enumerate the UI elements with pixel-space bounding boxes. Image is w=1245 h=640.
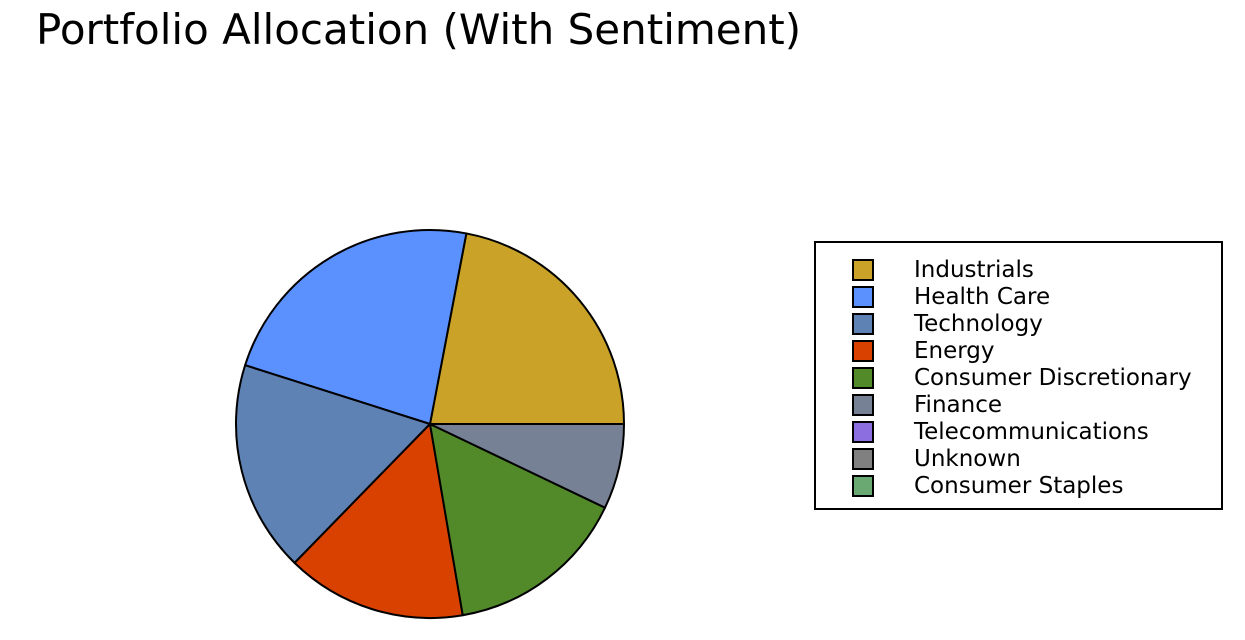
legend-label: Energy (914, 338, 995, 364)
legend-swatch (852, 259, 874, 281)
legend-label: Unknown (914, 446, 1021, 472)
legend-swatch (852, 394, 874, 416)
legend-item-energy: Energy (852, 338, 1222, 364)
legend-swatch (852, 421, 874, 443)
legend-label: Consumer Staples (914, 473, 1124, 499)
legend-item-telecommunications: Telecommunications (852, 419, 1222, 445)
legend-item-consumer-discretionary: Consumer Discretionary (852, 365, 1222, 391)
legend: Industrials Health Care Technology Energy Co… (814, 241, 1223, 510)
legend-swatch (852, 313, 874, 335)
legend-swatch (852, 286, 874, 308)
legend-item-technology: Technology (852, 311, 1222, 337)
legend-label: Health Care (914, 284, 1051, 310)
legend-swatch (852, 367, 874, 389)
legend-label: Technology (914, 311, 1043, 337)
legend-label: Consumer Discretionary (914, 365, 1192, 391)
pie-slice-finance (429, 423, 625, 509)
legend-swatch (852, 475, 874, 497)
chart-title: Portfolio Allocation (With Sentiment) (36, 5, 802, 54)
legend-label: Industrials (914, 257, 1034, 283)
pie-slice-energy (293, 423, 464, 619)
pie-slice-technology (235, 364, 431, 564)
legend-label: Telecommunications (914, 419, 1149, 445)
legend-label: Finance (914, 392, 1002, 418)
pie-slice-consumer-discretionary (429, 423, 607, 617)
pie-slice-industrials (429, 232, 625, 425)
legend-swatch (852, 448, 874, 470)
legend-item-finance: Finance (852, 392, 1222, 418)
legend-item-health-care: Health Care (852, 284, 1222, 310)
legend-item-industrials: Industrials (852, 257, 1222, 283)
pie-slice-health-care (244, 229, 468, 425)
legend-item-unknown: Unknown (852, 446, 1222, 472)
legend-swatch (852, 340, 874, 362)
legend-item-consumer-staples: Consumer Staples (852, 473, 1222, 499)
